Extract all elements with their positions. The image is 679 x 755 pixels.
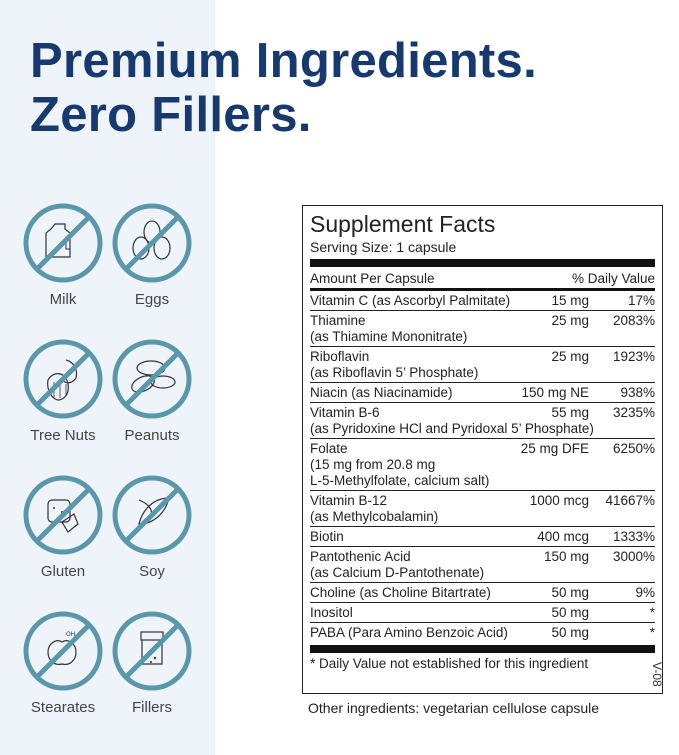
nutrient-dv: 2083%	[612, 313, 655, 328]
divider	[310, 259, 655, 267]
nutrient-row: Folate 25 mg DFE 6250% (15 mg from 20.8 mg L…	[310, 438, 655, 490]
nutrient-name: Niacin (as Niacinamide)	[310, 385, 453, 400]
nutrient-name: Thiamine	[310, 313, 366, 328]
nutrient-source: L-5-Methylfolate, calcium salt)	[310, 473, 490, 488]
nutrient-name: Biotin	[310, 529, 344, 544]
nutrient-amount: 25 mg	[551, 313, 589, 328]
gluten-bread-icon	[22, 474, 104, 556]
product-code: V-08	[650, 662, 664, 687]
nutrient-amount: 50 mg	[551, 625, 589, 640]
stearates-icon: OH	[22, 610, 104, 692]
nutrient-dv: 1923%	[612, 349, 655, 364]
nutrient-source: (as Methylcobalamin)	[310, 509, 439, 524]
nutrient-dv: 9%	[635, 585, 655, 600]
nutrient-dv: 6250%	[612, 441, 655, 456]
amount-header: Amount Per Capsule	[310, 271, 435, 286]
nutrient-dv: 3235%	[612, 405, 655, 420]
serving-size: Serving Size: 1 capsule	[310, 239, 457, 255]
headline: Premium Ingredients. Zero Fillers.	[30, 34, 537, 142]
nutrient-name: Choline (as Choline Bitartrate)	[310, 585, 491, 600]
nutrient-dv: 3000%	[612, 549, 655, 564]
allergen-label: Soy	[139, 563, 165, 580]
nutrient-amount: 1000 mcg	[529, 493, 589, 508]
headline-line-2: Zero Fillers.	[30, 88, 312, 142]
nutrient-row: Thiamine 25 mg 2083% (as Thiamine Mononitra…	[310, 310, 655, 346]
nutrient-source: (as Calcium D-Pantothenate)	[310, 565, 485, 580]
nutrient-row: Riboflavin 25 mg 1923% (as Riboflavin 5’ Ph…	[310, 346, 655, 382]
nutrient-row: Biotin 400 mcg 1333%	[310, 526, 655, 546]
allergen-label: Fillers	[132, 699, 172, 716]
allergen-label: Stearates	[30, 699, 96, 716]
other-ingredients: Other ingredients: vegetarian cellulose …	[308, 700, 600, 716]
milk-jug-icon	[22, 202, 104, 284]
nutrient-source: (as Pyridoxine HCl and Pyridoxal 5’ Phos…	[310, 421, 594, 436]
nutrient-amount: 25 mg	[551, 349, 589, 364]
nutrient-amount: 400 mcg	[537, 529, 589, 544]
supplement-facts-panel: Supplement Facts Serving Size: 1 capsule…	[302, 205, 663, 694]
footnote: * Daily Value not established for this i…	[310, 656, 589, 671]
nutrient-row: Inositol 50 mg *	[310, 602, 655, 622]
nutrient-source: (15 mg from 20.8 mg	[310, 457, 436, 472]
allergen-label: Gluten	[40, 563, 86, 580]
dv-header: % Daily Value	[571, 271, 655, 286]
nutrient-name: Vitamin B-6	[310, 405, 380, 420]
allergen-label: Eggs	[134, 291, 170, 308]
svg-text:OH: OH	[66, 631, 75, 638]
nutrient-name: Pantothenic Acid	[310, 549, 411, 564]
nutrient-source: (as Thiamine Mononitrate)	[310, 329, 468, 344]
nutrient-row: PABA (Para Amino Benzoic Acid) 50 mg *	[310, 622, 655, 642]
nutrient-name: Vitamin B-12	[310, 493, 388, 508]
nutrient-row: Choline (as Choline Bitartrate) 50 mg 9%	[310, 582, 655, 602]
nutrient-amount: 55 mg	[551, 405, 589, 420]
nutrient-name: Inositol	[310, 605, 353, 620]
nutrient-amount: 150 mg	[543, 549, 589, 564]
nutrient-row: Vitamin C (as Ascorbyl Palmitate) 15 mg 17…	[310, 291, 655, 310]
nutrient-amount: 50 mg	[551, 585, 589, 600]
nutrient-dv: *	[649, 605, 655, 620]
nutrient-amount: 150 mg NE	[521, 385, 589, 400]
nutrient-name: PABA (Para Amino Benzoic Acid)	[310, 625, 508, 640]
nutrient-row: Niacin (as Niacinamide) 150 mg NE 938%	[310, 382, 655, 402]
nutrient-row: Vitamin B-12 1000 mcg 41667% (as Methylcoba…	[310, 490, 655, 526]
nutrient-name: Vitamin C (as Ascorbyl Palmitate)	[310, 293, 511, 308]
peanuts-icon	[111, 338, 193, 420]
nutrient-rows: Vitamin C (as Ascorbyl Palmitate) 15 mg 17…	[310, 291, 655, 642]
nutrient-amount: 50 mg	[551, 605, 589, 620]
nutrient-row: Pantothenic Acid 150 mg 3000% (as Calcium D…	[310, 546, 655, 582]
divider	[310, 645, 655, 653]
headline-line-1: Premium Ingredients.	[30, 34, 538, 88]
nutrient-amount: 15 mg	[551, 293, 589, 308]
soy-icon	[111, 474, 193, 556]
eggs-icon	[111, 202, 193, 284]
facts-title: Supplement Facts	[310, 211, 496, 237]
column-header: Amount Per Capsule % Daily Value	[310, 269, 655, 291]
nutrient-dv: 41667%	[605, 493, 655, 508]
tree-nuts-icon	[22, 338, 104, 420]
nutrient-name: Riboflavin	[310, 349, 370, 364]
nutrient-name: Folate	[310, 441, 348, 456]
nutrient-dv: 17%	[627, 293, 655, 308]
nutrient-amount: 25 mg DFE	[520, 441, 589, 456]
allergen-label: Peanuts	[124, 427, 180, 444]
allergen-label: Tree Nuts	[30, 427, 96, 444]
nutrient-source: (as Riboflavin 5’ Phosphate)	[310, 365, 479, 380]
nutrient-dv: 1333%	[612, 529, 655, 544]
nutrient-row: Vitamin B-6 55 mg 3235% (as Pyridoxine HCl …	[310, 402, 655, 438]
nutrient-dv: *	[649, 625, 655, 640]
allergen-label: Milk	[49, 291, 77, 308]
fillers-capsule-icon	[111, 610, 193, 692]
nutrient-dv: 938%	[620, 385, 655, 400]
